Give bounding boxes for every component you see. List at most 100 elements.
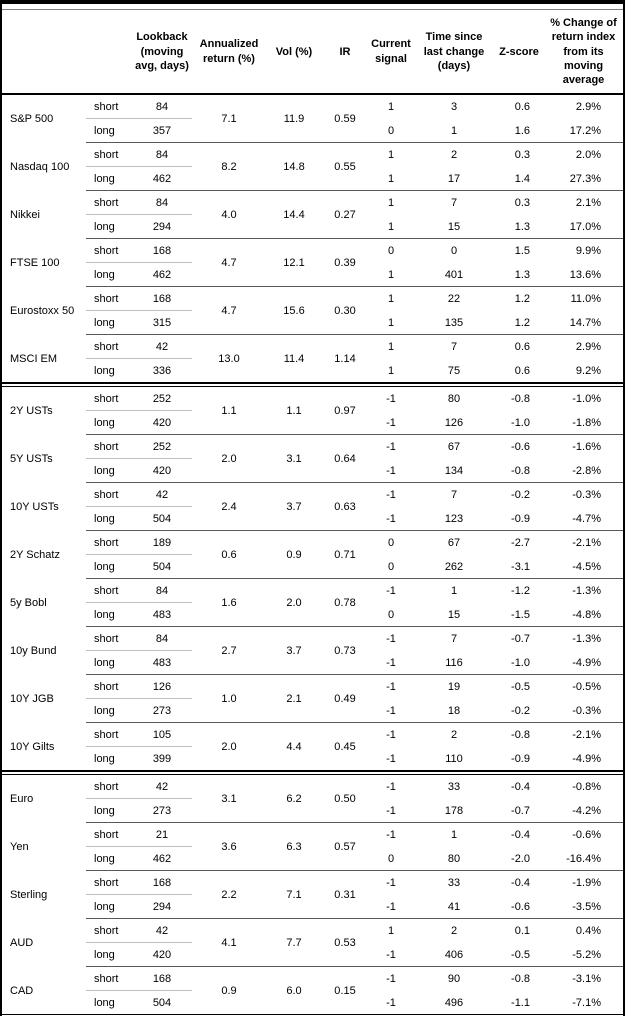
col-header-signal: Current signal: [368, 10, 414, 96]
asset-name-cell: S&P 500: [10, 113, 54, 126]
lookback-cell: 252: [132, 434, 192, 459]
annualized-return-cell: 4.1: [192, 918, 266, 967]
lookback-cell: 84: [155, 100, 169, 113]
col-header-zscore: Z-score: [494, 10, 544, 96]
table-row: Yen short 21 3.6 6.3 0.57 -1 1 -0.4 -0.6%: [2, 822, 623, 871]
lookback-cell: 420: [132, 410, 192, 435]
annualized-return-cell: 4.7: [192, 286, 266, 335]
z-score-cell: -0.8: [511, 464, 530, 477]
ir-cell: 0.55: [322, 142, 368, 191]
days-since-change-cell: 2: [414, 142, 494, 167]
lookback-cell: 273: [132, 798, 192, 823]
horizon-cell: long: [86, 846, 132, 871]
table-body: S&P 500 short 84 7.1 11.9 0.59 1 3 0.6 2.9% long 35…: [2, 94, 623, 1015]
table-row: long 483 -1 116 -1.0 -4.9%: [2, 650, 623, 675]
days-since-change-cell: 67: [414, 530, 494, 555]
table-row: long 420 -1 406 -0.5 -5.2%: [2, 942, 623, 967]
vol-cell: 2.1: [266, 674, 322, 723]
current-signal-cell: -1: [368, 434, 414, 459]
current-signal-cell: -1: [386, 464, 396, 477]
horizon-cell: short: [86, 334, 132, 359]
horizon-cell: short: [86, 870, 132, 895]
pct-change-cell: -1.8%: [572, 416, 601, 429]
lookback-cell: 42: [132, 334, 192, 359]
pct-change-cell: 0.4%: [544, 918, 623, 943]
horizon-cell: short: [94, 392, 119, 405]
asset-name-cell: 5Y USTs: [10, 452, 53, 465]
horizon-cell: short: [86, 966, 132, 991]
days-since-change-cell: 7: [414, 334, 494, 359]
horizon-cell: short: [86, 822, 132, 847]
z-score-cell: -0.6: [494, 434, 544, 459]
horizon-cell: long: [86, 458, 132, 483]
z-score-cell: -1.1: [511, 996, 530, 1009]
horizon-cell: long: [86, 410, 132, 435]
days-since-change-cell: 406: [444, 948, 464, 961]
days-since-change-cell: 0: [414, 238, 494, 263]
col-header-pct-change: % Change of return index from its moving…: [544, 10, 623, 96]
pct-change-cell: -4.9%: [572, 656, 601, 669]
table-row: long 357 0 1 1.6 17.2%: [2, 118, 623, 143]
z-score-cell: 0.3: [494, 190, 544, 215]
pct-change-cell: -4.5%: [572, 560, 601, 573]
current-signal-cell: 1: [387, 101, 395, 114]
pct-change-cell: -1.3%: [544, 578, 623, 603]
pct-change-cell: -2.8%: [572, 464, 601, 477]
pct-change-cell: -1.9%: [544, 870, 623, 895]
asset-name-cell: Euro: [10, 793, 34, 806]
z-score-cell: -2.7: [494, 530, 544, 555]
col-header-asset: [2, 10, 86, 96]
z-score-cell: 1.6: [514, 124, 530, 137]
lookback-cell: 315: [132, 310, 192, 335]
vol-cell: 6.2: [286, 792, 302, 805]
col-header-ann-return: Annualized return (%): [192, 10, 266, 96]
pct-change-cell: 13.6%: [569, 268, 601, 281]
current-signal-cell: 1: [387, 316, 395, 329]
lookback-cell: 420: [132, 942, 192, 967]
vol-cell: 4.4: [266, 722, 322, 772]
table-row: long 315 1 135 1.2 14.7%: [2, 310, 623, 335]
horizon-cell: long: [86, 310, 132, 335]
vol-cell: 1.1: [286, 404, 302, 417]
pct-change-cell: 9.9%: [544, 238, 623, 263]
table-row: 2Y Schatz short 189 0.6 0.9 0.71 0 67 -2.7 -2.1%: [2, 530, 623, 579]
horizon-cell: short: [86, 578, 132, 603]
pct-change-cell: -7.1%: [572, 996, 601, 1009]
z-score-cell: 1.3: [514, 268, 530, 281]
lookback-cell: 126: [132, 674, 192, 699]
vol-cell: 2.0: [266, 578, 322, 627]
annualized-return-cell: 4.0: [192, 190, 266, 239]
lookback-cell: 168: [132, 238, 192, 263]
table-row: long 483 0 15 -1.5 -4.8%: [2, 602, 623, 627]
ir-cell: 0.73: [322, 626, 368, 675]
pct-change-cell: -16.4%: [566, 852, 601, 865]
z-score-cell: -0.5: [494, 674, 544, 699]
table-row: long 462 1 401 1.3 13.6%: [2, 262, 623, 287]
asset-name-cell: Nikkei: [10, 208, 40, 221]
col-header-vol: Vol (%): [266, 10, 322, 96]
current-signal-cell: 1: [387, 220, 395, 233]
current-signal-cell: -1: [386, 804, 396, 817]
pct-change-cell: -0.3%: [544, 482, 623, 507]
pct-change-cell: -2.1%: [544, 530, 623, 555]
lookback-cell: 84: [132, 578, 192, 603]
z-score-cell: -3.1: [511, 560, 530, 573]
asset-name-cell: Yen: [10, 840, 29, 853]
days-since-change-cell: 7: [414, 626, 494, 651]
z-score-cell: -1.5: [511, 608, 530, 621]
current-signal-cell: -1: [386, 393, 396, 406]
annualized-return-cell: 2.2: [192, 870, 266, 919]
pct-change-cell: -0.3%: [572, 704, 601, 717]
table-row: Sterling short 168 2.2 7.1 0.31 -1 33 -0.4 -1.9%: [2, 870, 623, 919]
days-since-change-cell: 80: [447, 852, 461, 865]
ir-cell: 0.97: [334, 404, 356, 417]
pct-change-cell: -5.2%: [572, 948, 601, 961]
ir-cell: 0.57: [322, 822, 368, 871]
table-row: 2Y USTs short 252 1.1 1.1 0.97 -1 80 -0.8 -1.0%: [2, 387, 623, 417]
pct-change-cell: 14.7%: [569, 316, 601, 329]
vol-cell: 6.3: [266, 822, 322, 871]
pct-change-cell: 27.3%: [569, 172, 601, 185]
annualized-return-cell: 2.7: [192, 626, 266, 675]
lookback-cell: 273: [132, 698, 192, 723]
